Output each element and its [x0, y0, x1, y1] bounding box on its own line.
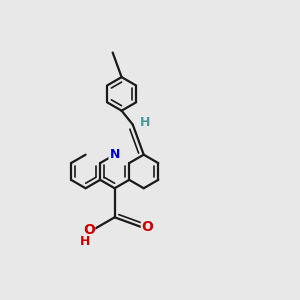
Text: H: H	[80, 235, 91, 248]
Text: N: N	[110, 148, 120, 161]
Text: O: O	[141, 220, 153, 234]
Text: H: H	[140, 116, 151, 130]
Text: O: O	[83, 223, 95, 237]
